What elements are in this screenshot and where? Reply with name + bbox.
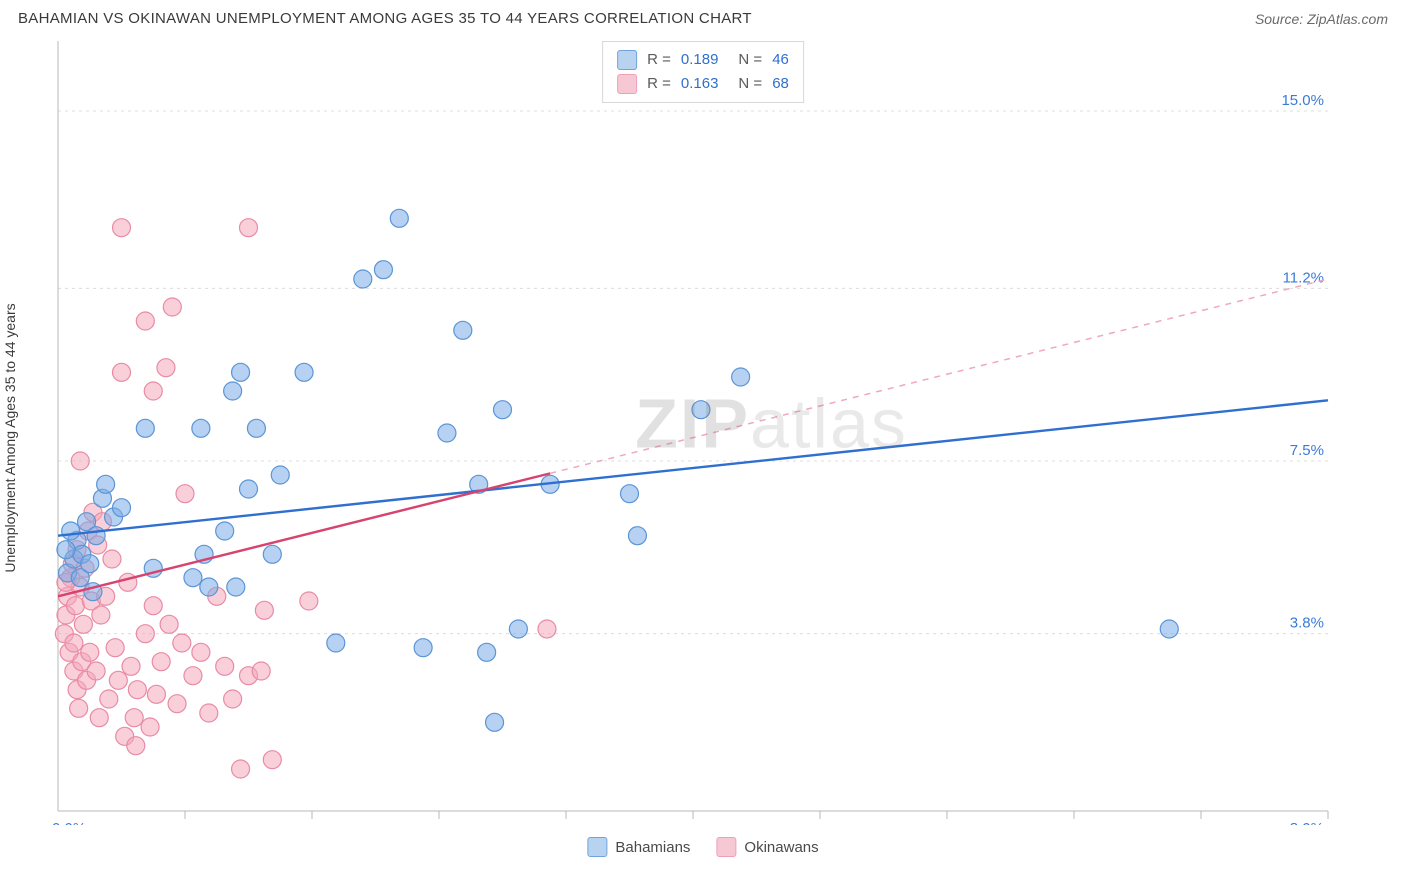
legend-item-bahamians: Bahamians (587, 837, 690, 857)
chart-title: BAHAMIAN VS OKINAWAN UNEMPLOYMENT AMONG … (18, 10, 752, 27)
chart-source: Source: ZipAtlas.com (1255, 11, 1388, 27)
svg-text:11.2%: 11.2% (1283, 269, 1324, 286)
swatch-bahamians (617, 50, 637, 70)
svg-text:0.0%: 0.0% (52, 820, 86, 825)
svg-text:15.0%: 15.0% (1281, 92, 1324, 109)
legend-label: Okinawans (744, 839, 818, 856)
swatch-okinawans (617, 74, 637, 94)
legend-label: Bahamians (615, 839, 690, 856)
svg-text:3.8%: 3.8% (1290, 615, 1324, 632)
scatter-chart: 3.8% 7.5% 11.2% 15.0% 0.0% 8.0% (18, 35, 1338, 825)
correlation-legend: R = 0.189 N = 46 R = 0.163 N = 68 (602, 41, 804, 103)
swatch-okinawans (716, 837, 736, 857)
legend-row-bahamians: R = 0.189 N = 46 (617, 48, 789, 72)
series-legend: Bahamians Okinawans (587, 837, 818, 857)
swatch-bahamians (587, 837, 607, 857)
svg-text:7.5%: 7.5% (1290, 442, 1324, 459)
legend-row-okinawans: R = 0.163 N = 68 (617, 72, 789, 96)
y-axis-label: Unemployment Among Ages 35 to 44 years (2, 303, 18, 572)
chart-container: Unemployment Among Ages 35 to 44 years 3… (18, 35, 1388, 825)
svg-text:8.0%: 8.0% (1290, 820, 1324, 825)
legend-item-okinawans: Okinawans (716, 837, 818, 857)
